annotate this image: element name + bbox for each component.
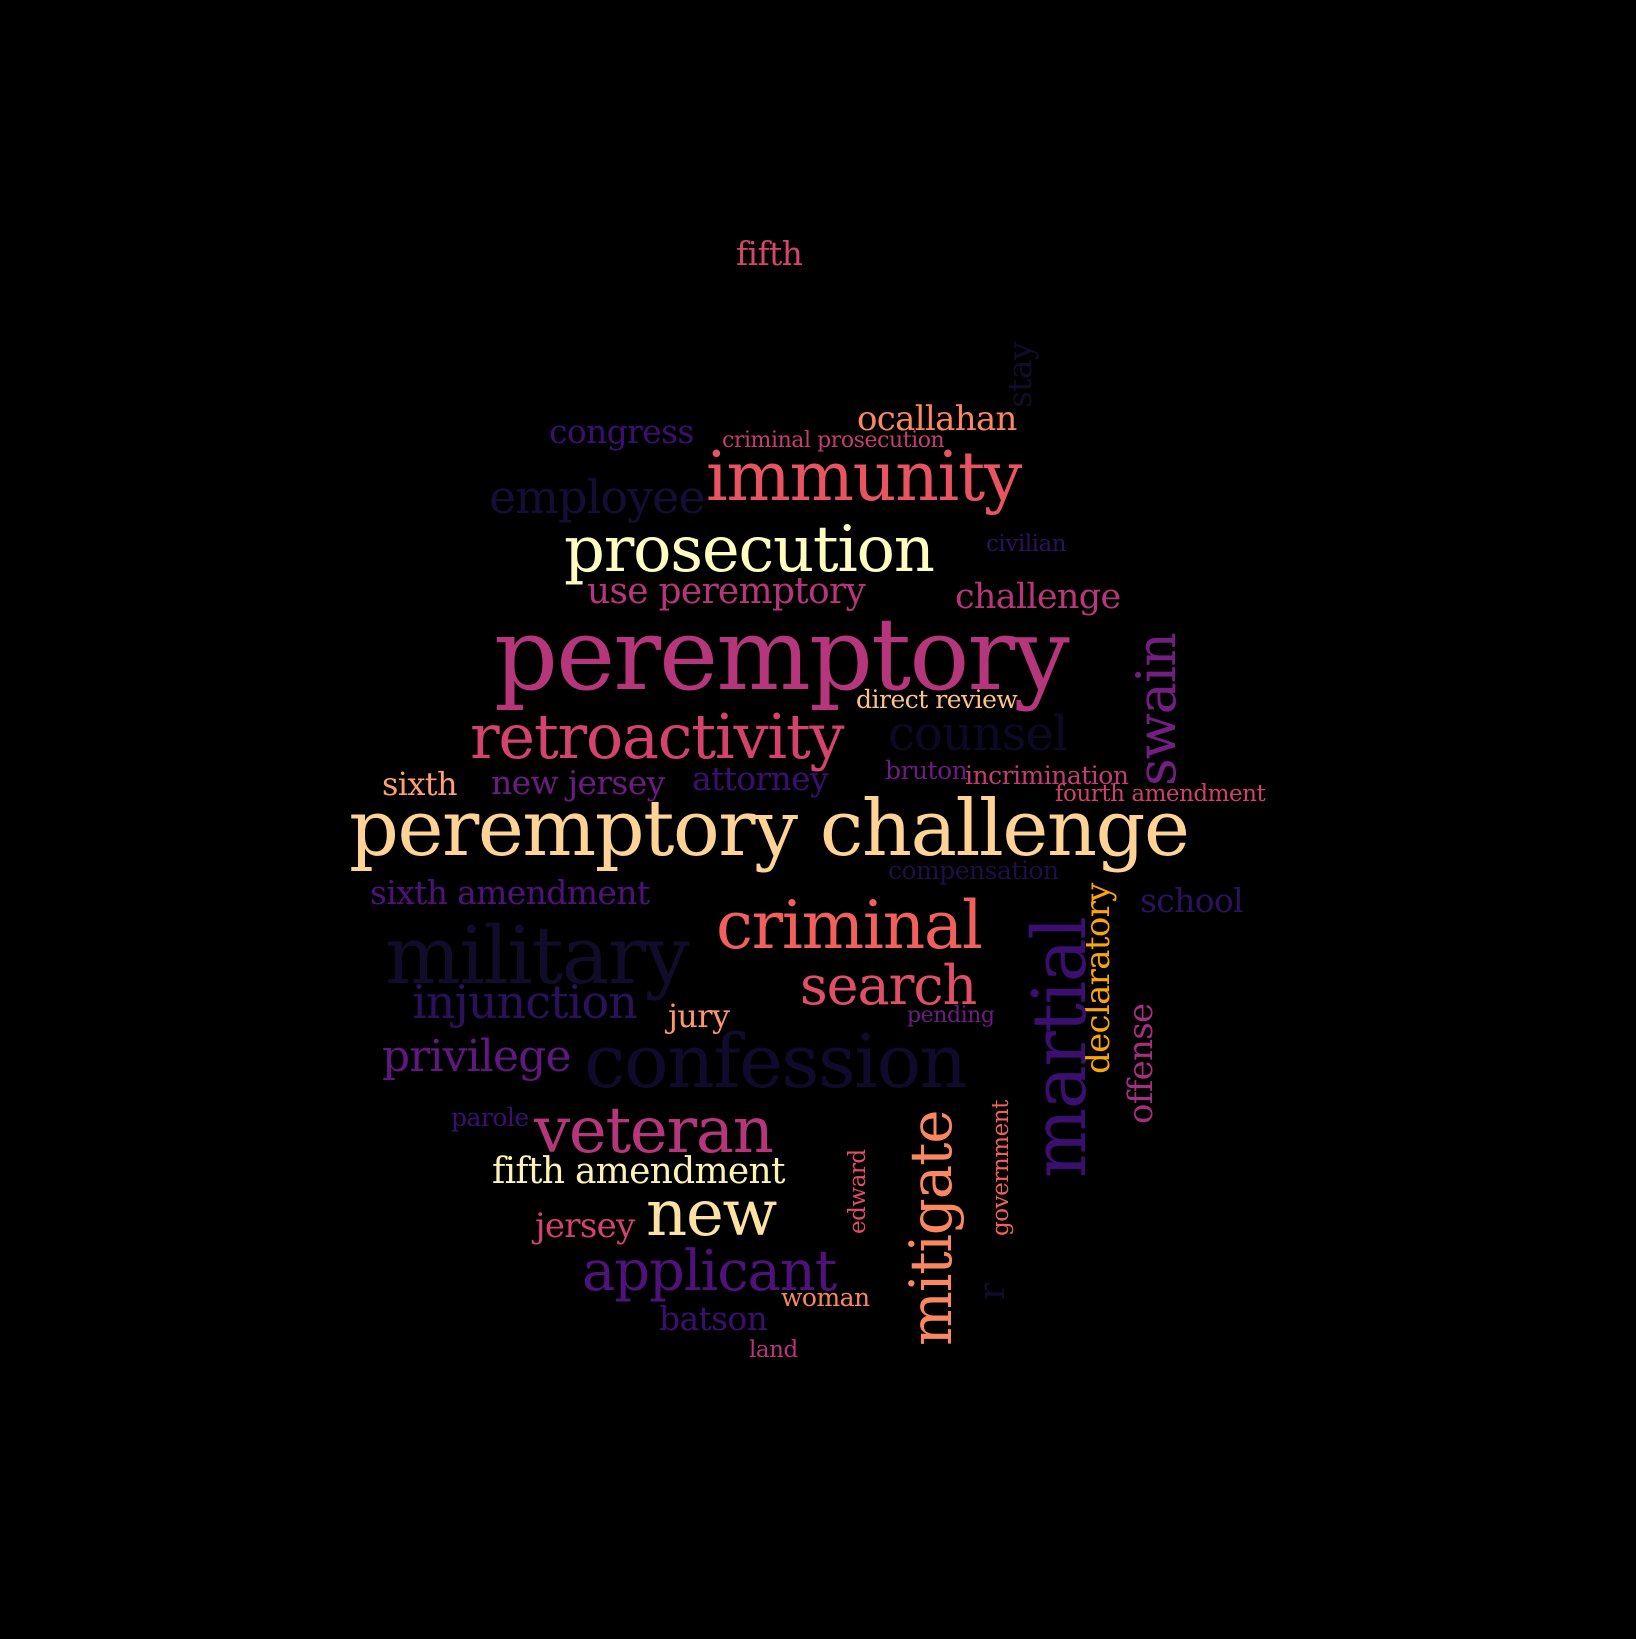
word-search: search xyxy=(800,954,977,1017)
word-incrimination: incrimination xyxy=(965,761,1129,790)
word-bruton: bruton xyxy=(885,756,968,785)
word-pending: pending xyxy=(907,1003,995,1028)
word-government: government xyxy=(988,1100,1014,1236)
word-fourth-amendment: fourth amendment xyxy=(1055,781,1266,807)
word-direct-review: direct review xyxy=(856,685,1018,714)
word-stay: stay xyxy=(1000,342,1039,408)
word-compensation: compensation xyxy=(888,856,1059,885)
word-attorney: attorney xyxy=(692,759,829,798)
word-fifth-amendment: fifth amendment xyxy=(492,1151,785,1192)
word-new-jersey: new jersey xyxy=(491,763,665,802)
word-confession: confession xyxy=(584,1019,967,1105)
word-sixth: sixth xyxy=(382,765,458,803)
word-criminal: criminal xyxy=(716,887,983,964)
word-mitigate: mitigate xyxy=(897,1110,965,1346)
word-peremptory: peremptory xyxy=(494,596,1070,713)
word-immunity: immunity xyxy=(706,438,1022,517)
word-offense: offense xyxy=(1121,1003,1161,1124)
word-civilian: civilian xyxy=(986,531,1067,557)
word-school: school xyxy=(1140,881,1244,920)
word-veteran: veteran xyxy=(534,1094,774,1168)
word-ocallahan: ocallahan xyxy=(857,399,1017,439)
word-injunction: injunction xyxy=(412,975,638,1029)
word-applicant: applicant xyxy=(582,1239,837,1304)
word-challenge: challenge xyxy=(955,577,1121,617)
word-criminal-prosecution: criminal prosecution xyxy=(722,428,945,453)
word-woman: woman xyxy=(781,1283,870,1312)
word-privilege: privilege xyxy=(382,1031,571,1082)
word-prosecution: prosecution xyxy=(564,513,935,587)
word-edward: edward xyxy=(845,1149,871,1234)
word-counsel: counsel xyxy=(888,706,1068,762)
word-parole: parole xyxy=(451,1103,529,1132)
word-land: land xyxy=(749,1337,798,1363)
word-employee: employee xyxy=(489,470,706,524)
word-r: r xyxy=(972,1283,1013,1301)
word-retroactivity: retroactivity xyxy=(470,700,845,773)
word-jury: jury xyxy=(668,997,730,1035)
word-military: military xyxy=(385,909,690,1002)
word-use-peremptory: use peremptory xyxy=(587,571,866,612)
word-sixth-amendment: sixth amendment xyxy=(370,873,650,912)
word-jersey: jersey xyxy=(535,1206,635,1246)
word-martial: martial xyxy=(1017,917,1103,1179)
word-peremptory-challenge: peremptory challenge xyxy=(349,784,1190,874)
word-batson: batson xyxy=(659,1299,768,1338)
word-swain: swain xyxy=(1125,633,1188,786)
word-congress: congress xyxy=(549,412,694,451)
word-fifth: fifth xyxy=(736,234,803,273)
word-new: new xyxy=(646,1177,777,1251)
